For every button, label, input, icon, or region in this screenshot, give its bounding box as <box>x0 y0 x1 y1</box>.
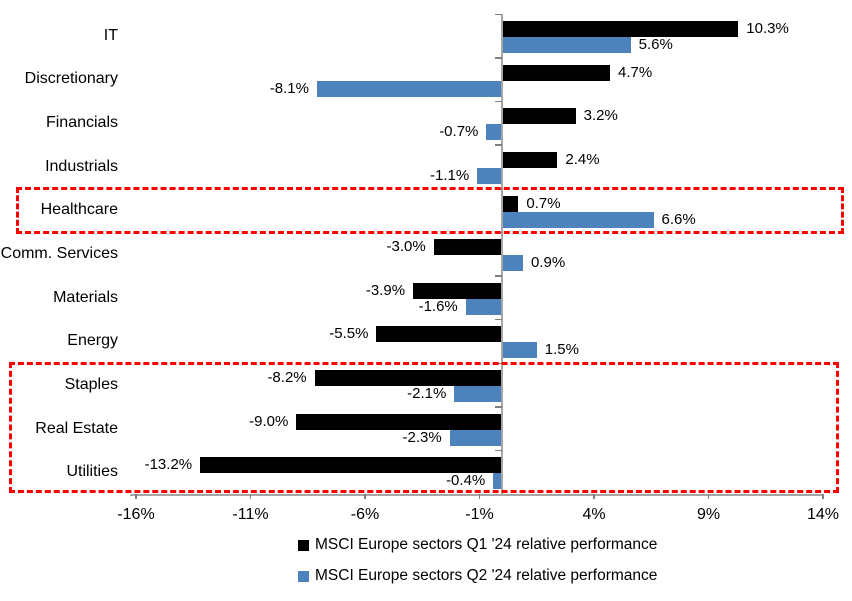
data-label-q2-it: 5.6% <box>638 36 673 53</box>
bar-q1-industrials <box>502 151 558 168</box>
data-label-q1-staples: -8.2% <box>267 369 307 387</box>
bar-q2-real-estate <box>449 429 503 446</box>
data-label-q1-discretionary: 4.7% <box>618 63 653 81</box>
data-label-q2-energy: 1.5% <box>544 341 579 359</box>
category-label-energy: Energy <box>67 332 118 350</box>
x-axis-tick <box>249 494 252 499</box>
y-axis-tick <box>495 57 503 59</box>
x-axis-tick <box>135 494 137 499</box>
x-axis-tick <box>593 494 595 499</box>
bar-q2-industrials <box>477 167 503 184</box>
bar-q1-materials <box>413 282 503 299</box>
x-axis-tick <box>822 494 824 499</box>
defensives-highlight <box>8 361 839 493</box>
y-axis-line <box>501 14 504 494</box>
bar-q2-discretionary <box>316 80 503 97</box>
x-axis-tick <box>478 494 481 499</box>
legend-item-q2: MSCI Europe sectors Q2 '24 relative perf… <box>298 566 657 586</box>
y-axis-tick <box>495 100 503 103</box>
bar-q2-utilities <box>493 473 503 490</box>
chart-legend: MSCI Europe sectors Q1 '24 relative perf… <box>298 535 657 597</box>
x-axis-tick <box>707 494 710 499</box>
data-label-q2-materials: -1.6% <box>418 297 458 315</box>
data-label-q1-real-estate: -9.0% <box>249 412 289 430</box>
category-label-industrials: Industrials <box>45 157 118 175</box>
category-label-financials: Financials <box>45 114 118 132</box>
x-tick-label--1pct: -1% <box>465 506 494 523</box>
bar-q1-it <box>502 21 739 37</box>
data-label-q2-discretionary: -8.1% <box>269 79 309 97</box>
data-label-q1-healthcare: 0.7% <box>526 194 561 212</box>
bar-q1-financials <box>502 108 576 125</box>
y-axis-tick <box>495 318 503 321</box>
x-axis-tick <box>364 494 366 499</box>
legend-label-q1: MSCI Europe sectors Q1 '24 relative perf… <box>315 536 658 553</box>
bar-q2-materials <box>465 298 503 315</box>
category-label-staples: Staples <box>64 375 118 393</box>
healthcare-highlight <box>15 187 844 234</box>
bar-q1-discretionary <box>502 64 611 81</box>
data-label-q2-utilities: -0.4% <box>446 472 486 490</box>
x-tick-label-9pct: 9% <box>696 506 721 523</box>
data-label-q1-it: 10.3% <box>746 20 789 37</box>
y-axis-tick <box>495 406 503 408</box>
data-label-q2-financials: -0.7% <box>439 123 479 141</box>
x-axis-line <box>130 494 823 496</box>
bar-q2-it <box>502 37 631 53</box>
data-label-q1-utilities: -13.2% <box>144 456 193 474</box>
data-label-q1-financials: 3.2% <box>583 107 618 125</box>
x-tick-label-4pct: 4% <box>582 506 606 523</box>
y-axis-tick <box>495 275 503 277</box>
bar-q1-healthcare <box>502 195 519 212</box>
bar-q2-staples <box>454 386 503 403</box>
category-label-healthcare: Healthcare <box>40 201 118 219</box>
x-tick-label--6pct: -6% <box>350 506 380 523</box>
category-label-utilities: Utilities <box>66 463 118 481</box>
data-label-q1-comm-services: -3.0% <box>386 238 426 256</box>
y-axis-tick <box>495 449 503 452</box>
x-tick-label-14pct: 14% <box>806 506 840 523</box>
category-label-it: IT <box>103 26 118 44</box>
legend-swatch-q2-icon <box>298 570 309 582</box>
legend-label-q2: MSCI Europe sectors Q2 '24 relative perf… <box>315 567 658 584</box>
category-label-materials: Materials <box>53 288 118 306</box>
data-label-q2-industrials: -1.1% <box>430 166 470 184</box>
bar-q2-energy <box>502 342 537 359</box>
data-label-q1-energy: -5.5% <box>329 325 369 343</box>
bar-q2-financials <box>486 124 503 141</box>
category-label-discretionary: Discretionary <box>24 70 118 88</box>
data-label-q1-materials: -3.9% <box>365 281 406 299</box>
data-label-q1-industrials: 2.4% <box>565 150 600 168</box>
data-label-q2-healthcare: 6.6% <box>661 210 696 228</box>
data-label-q2-real-estate: -2.3% <box>402 428 442 446</box>
bar-q2-healthcare <box>502 211 654 228</box>
category-label-real-estate: Real Estate <box>35 419 118 437</box>
x-tick-label--11pct: -11% <box>232 506 269 523</box>
x-tick-label--16pct: -16% <box>117 506 155 523</box>
bar-q1-energy <box>376 326 503 343</box>
y-axis-tick <box>495 144 503 146</box>
bar-q1-real-estate <box>296 413 503 430</box>
category-label-comm-services: Comm. Services <box>0 245 118 262</box>
legend-item-q1: MSCI Europe sectors Q1 '24 relative perf… <box>298 535 657 555</box>
bar-q1-utilities <box>200 457 503 474</box>
data-label-q2-staples: -2.1% <box>407 385 447 403</box>
y-axis-tick <box>495 13 503 15</box>
bar-q1-staples <box>314 370 503 387</box>
bar-q1-comm-services <box>433 239 503 256</box>
legend-swatch-q1-icon <box>298 539 309 551</box>
data-label-q2-comm-services: 0.9% <box>531 254 566 272</box>
bar-q2-comm-services <box>502 255 523 272</box>
